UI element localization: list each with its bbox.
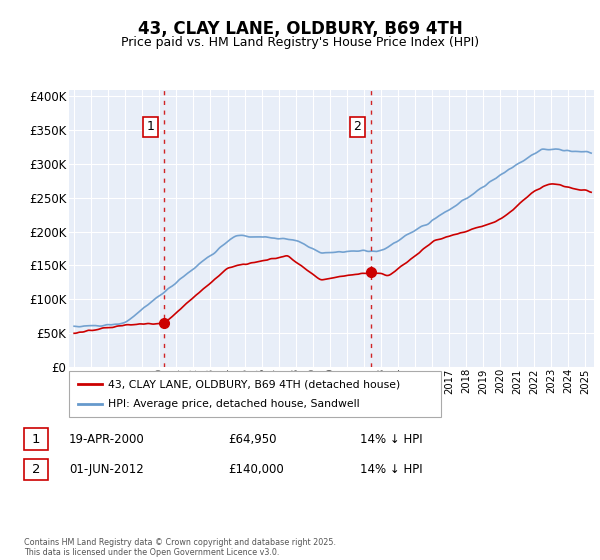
Text: Contains HM Land Registry data © Crown copyright and database right 2025.
This d: Contains HM Land Registry data © Crown c… xyxy=(24,538,336,557)
Text: 2: 2 xyxy=(353,120,361,133)
Text: 14% ↓ HPI: 14% ↓ HPI xyxy=(360,463,422,477)
Text: 01-JUN-2012: 01-JUN-2012 xyxy=(69,463,144,477)
Text: 43, CLAY LANE, OLDBURY, B69 4TH (detached house): 43, CLAY LANE, OLDBURY, B69 4TH (detache… xyxy=(108,379,400,389)
FancyBboxPatch shape xyxy=(24,428,48,450)
Text: £64,950: £64,950 xyxy=(228,432,277,446)
Text: 14% ↓ HPI: 14% ↓ HPI xyxy=(360,432,422,446)
Text: 1: 1 xyxy=(32,432,40,446)
Text: 19-APR-2000: 19-APR-2000 xyxy=(69,432,145,446)
Text: £140,000: £140,000 xyxy=(228,463,284,477)
Text: 43, CLAY LANE, OLDBURY, B69 4TH: 43, CLAY LANE, OLDBURY, B69 4TH xyxy=(137,20,463,38)
FancyBboxPatch shape xyxy=(69,371,441,417)
Text: Price paid vs. HM Land Registry's House Price Index (HPI): Price paid vs. HM Land Registry's House … xyxy=(121,36,479,49)
Text: 1: 1 xyxy=(147,120,155,133)
FancyBboxPatch shape xyxy=(24,459,48,480)
Text: HPI: Average price, detached house, Sandwell: HPI: Average price, detached house, Sand… xyxy=(108,399,359,409)
Text: 2: 2 xyxy=(32,463,40,477)
